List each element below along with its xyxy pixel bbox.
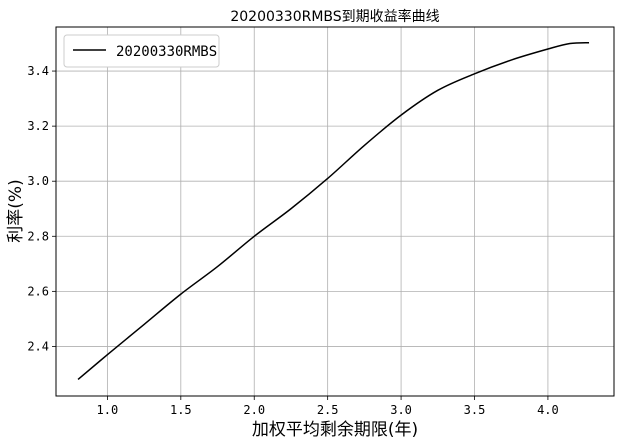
y-tick-label: 2.8 (27, 229, 49, 243)
y-tick-label: 2.4 (27, 339, 49, 353)
x-tick-label: 2.5 (317, 403, 339, 417)
y-tick-label: 2.6 (27, 284, 49, 298)
series-line (77, 41, 590, 381)
legend: 20200330RMBS (63, 34, 220, 68)
grid-lines (56, 27, 614, 396)
axis-ticks: 1.0 1.5 2.0 2.5 3.0 3.5 4.0 2.4 2.6 2.8 3.0 3.2 3.4 (27, 64, 558, 417)
x-tick-label: 1.0 (97, 403, 119, 417)
x-tick-label: 2.0 (243, 403, 265, 417)
plot-frame (55, 26, 615, 397)
y-axis-label: 利率(%) (6, 179, 26, 242)
y-tick-label: 3.0 (27, 174, 49, 188)
legend-label: 20200330RMBS (116, 44, 217, 60)
y-tick-label: 3.2 (27, 119, 49, 133)
x-tick-label: 4.0 (537, 403, 559, 417)
legend-box (63, 34, 220, 68)
x-tick-label: 3.0 (390, 403, 412, 417)
x-tick-label: 3.5 (464, 403, 486, 417)
x-axis-label: 加权平均剩余期限(年) (252, 420, 418, 440)
chart-title: 20200330RMBS到期收益率曲线 (230, 8, 439, 25)
x-tick-label: 1.5 (170, 403, 192, 417)
y-tick-label: 3.4 (27, 64, 49, 78)
